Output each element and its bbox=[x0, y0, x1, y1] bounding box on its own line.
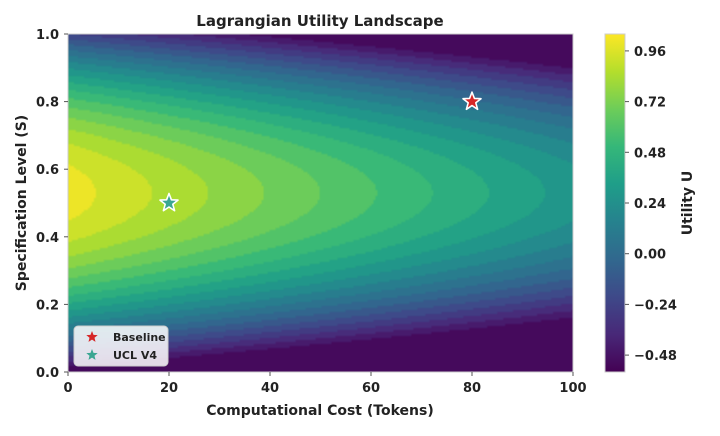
x-tick-label: 0 bbox=[63, 381, 72, 396]
y-axis-label: Specification Level (S) bbox=[14, 115, 30, 291]
legend-baseline-label: Baseline bbox=[113, 331, 166, 344]
x-axis: 0 20 40 60 80 100 bbox=[63, 372, 587, 396]
colorbar-tick-label: 0.96 bbox=[634, 45, 666, 60]
legend-baseline-icon bbox=[86, 331, 98, 342]
chart-title: Lagrangian Utility Landscape bbox=[196, 12, 443, 30]
x-tick-label: 100 bbox=[559, 381, 586, 396]
plot-frame bbox=[67, 33, 574, 373]
y-axis: 0.0 0.2 0.4 0.6 0.8 1.0 bbox=[36, 28, 68, 381]
colorbar-tick-label: −0.48 bbox=[634, 349, 677, 364]
colorbar-tick-label: −0.24 bbox=[634, 298, 677, 313]
colorbar-tick-label: 0.24 bbox=[634, 197, 666, 212]
x-tick-label: 40 bbox=[261, 381, 279, 396]
point-baseline-marker bbox=[462, 91, 482, 111]
legend: Baseline UCL V4 bbox=[73, 325, 169, 367]
y-tick-label: 0.0 bbox=[36, 366, 59, 381]
x-tick-label: 20 bbox=[160, 381, 178, 396]
contour-fill bbox=[68, 34, 573, 372]
x-axis-label: Computational Cost (Tokens) bbox=[206, 403, 433, 419]
y-tick-label: 0.4 bbox=[36, 231, 59, 246]
colorbar-gradient bbox=[605, 34, 625, 372]
colorbar-tick-label: 0.48 bbox=[634, 146, 666, 161]
colorbar: 0.96 0.72 0.48 0.24 0.00 −0.24 −0.48 Utility U bbox=[604, 33, 696, 373]
colorbar-tick-label: 0.72 bbox=[634, 96, 666, 111]
y-tick-label: 0.2 bbox=[36, 298, 59, 313]
x-tick-label: 60 bbox=[362, 381, 380, 396]
plot-area bbox=[67, 33, 574, 373]
point-ucl-v4-marker bbox=[159, 192, 179, 212]
legend-ucl-v4-label: UCL V4 bbox=[113, 349, 157, 362]
colorbar-label: Utility U bbox=[680, 171, 696, 236]
colorbar-tick-label: 0.00 bbox=[634, 248, 666, 263]
x-tick-label: 80 bbox=[463, 381, 481, 396]
y-tick-label: 0.6 bbox=[36, 163, 59, 178]
y-tick-label: 0.8 bbox=[36, 96, 59, 111]
y-tick-label: 1.0 bbox=[36, 28, 59, 43]
legend-ucl-v4-icon bbox=[86, 349, 98, 360]
legend-box bbox=[73, 325, 169, 367]
